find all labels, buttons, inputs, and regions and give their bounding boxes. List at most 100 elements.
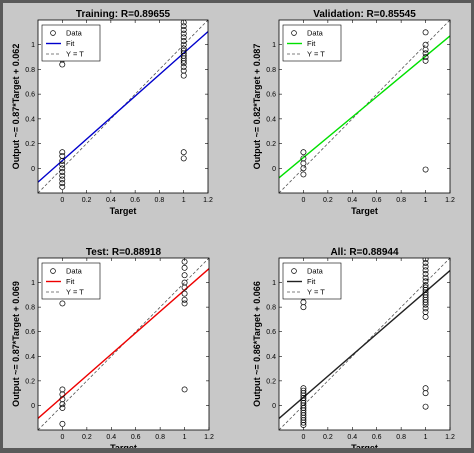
x-tick-label: 1 xyxy=(424,434,428,441)
plot-title: All: R=0.88944 xyxy=(330,247,399,258)
y-tick-label: 0.4 xyxy=(266,116,276,123)
data-point xyxy=(422,46,429,53)
y-tick-label: 0.8 xyxy=(25,305,35,312)
x-tick-label: 0.4 xyxy=(106,197,116,204)
legend-label: Fit xyxy=(66,277,75,286)
x-tick-label: 0.4 xyxy=(347,197,357,204)
legend-label: Fit xyxy=(307,39,316,48)
fit-line xyxy=(38,31,208,183)
y-tick-label: 0 xyxy=(31,166,35,173)
data-point xyxy=(59,180,66,187)
data-point xyxy=(422,301,429,308)
y-tick-label: 0.2 xyxy=(266,378,276,385)
y-tick-label: 0.6 xyxy=(266,329,276,336)
data-point xyxy=(59,169,66,175)
data-point xyxy=(59,420,66,427)
y-tick-label: 0.4 xyxy=(25,116,35,123)
legend-label: Y = T xyxy=(66,50,84,59)
y-tick-label: 1 xyxy=(272,42,276,49)
fit-line xyxy=(38,268,209,419)
x-tick-label: 0.6 xyxy=(372,197,382,204)
x-tick-label: 1.2 xyxy=(445,434,455,441)
legend-label: Y = T xyxy=(307,50,325,59)
x-tick-label: 1.2 xyxy=(445,197,455,204)
data-point xyxy=(422,274,429,281)
y-tick-label: 0 xyxy=(31,403,35,410)
x-tick-label: 0.8 xyxy=(396,434,406,441)
y-tick-label: 0.6 xyxy=(25,92,35,99)
data-point xyxy=(422,299,429,306)
data-point xyxy=(180,23,187,30)
legend-label: Fit xyxy=(66,39,75,48)
data-point xyxy=(422,166,429,173)
plot-frame xyxy=(278,19,451,194)
y-tick-label: 0.6 xyxy=(25,329,35,336)
data-point xyxy=(59,172,66,179)
data-point xyxy=(181,290,188,297)
data-point xyxy=(59,157,66,164)
regression-plot-4: 0 0.2 0.4 0.6 0.8 1 1.2 0 0.2 0.4 0.6 0.8 1 All: R=0.… xyxy=(252,247,455,453)
x-tick-label: 0.4 xyxy=(106,434,116,441)
plot-frame xyxy=(278,257,451,431)
y-tick-label: 0.4 xyxy=(25,354,35,361)
data-point xyxy=(422,29,429,36)
x-tick-label: 0 xyxy=(301,197,305,204)
plot-data xyxy=(38,258,209,430)
y-tick-label: 0.8 xyxy=(266,305,276,312)
y-tick-label: 0.8 xyxy=(25,67,35,74)
data-point xyxy=(300,304,307,311)
x-tick-label: 1 xyxy=(182,197,186,204)
data-point xyxy=(300,171,307,178)
x-tick-label: 0.4 xyxy=(347,434,357,441)
x-tick-label: 0.8 xyxy=(155,197,165,204)
fit-line xyxy=(279,35,450,179)
legend-label: Y = T xyxy=(66,288,84,297)
data-point xyxy=(422,50,429,57)
data-point xyxy=(180,60,187,67)
y-axis-label: Output ~= 0.87*Target + 0.062 xyxy=(11,44,21,170)
x-axis-label: Target xyxy=(110,443,137,448)
regression-plot-3: 0 0.2 0.4 0.6 0.8 1 1.2 0 0.2 0.4 0.6 0.8 1 Test: R=0… xyxy=(11,247,214,453)
x-tick-label: 0.2 xyxy=(323,434,333,441)
legend-marker-data xyxy=(50,268,56,274)
regression-plots-canvas: 0 0.2 0.4 0.6 0.8 1 1.2 0 0.2 0.4 0.6 0.8 1 Training:… xyxy=(11,9,455,453)
x-tick-label: 1.2 xyxy=(203,197,213,204)
y-tick-label: 0.2 xyxy=(25,378,35,385)
data-point xyxy=(422,267,429,274)
data-point xyxy=(180,155,187,162)
data-point xyxy=(180,34,187,41)
data-point xyxy=(180,41,187,48)
y-tick-label: 0.2 xyxy=(25,141,35,148)
y-tick-label: 0.4 xyxy=(266,354,276,361)
legend-label: Data xyxy=(307,29,324,38)
data-point xyxy=(59,149,66,156)
y-tick-label: 0.6 xyxy=(266,92,276,99)
x-axis-label: Target xyxy=(351,443,378,448)
plot-data xyxy=(279,20,450,193)
data-point xyxy=(180,38,187,44)
x-axis-label: Target xyxy=(351,206,378,216)
x-tick-label: 0.8 xyxy=(155,434,165,441)
data-point xyxy=(181,386,188,393)
fit-line xyxy=(279,270,450,419)
data-point xyxy=(180,26,187,33)
y-tick-label: 1 xyxy=(31,280,35,287)
data-point xyxy=(422,390,429,397)
y-tick-label: 0 xyxy=(272,403,276,410)
legend-marker-data xyxy=(50,30,56,36)
data-point xyxy=(422,54,429,61)
data-point xyxy=(180,149,187,156)
data-point xyxy=(59,401,66,408)
plot-title: Test: R=0.88918 xyxy=(86,247,162,258)
data-point xyxy=(422,271,429,277)
x-tick-label: 0.2 xyxy=(323,197,333,204)
y-tick-label: 0 xyxy=(272,166,276,173)
data-point xyxy=(59,300,66,307)
data-point xyxy=(300,165,307,172)
data-point xyxy=(59,404,66,411)
data-point xyxy=(59,165,66,172)
x-tick-label: 0 xyxy=(301,434,305,441)
x-tick-label: 0.2 xyxy=(82,434,92,441)
